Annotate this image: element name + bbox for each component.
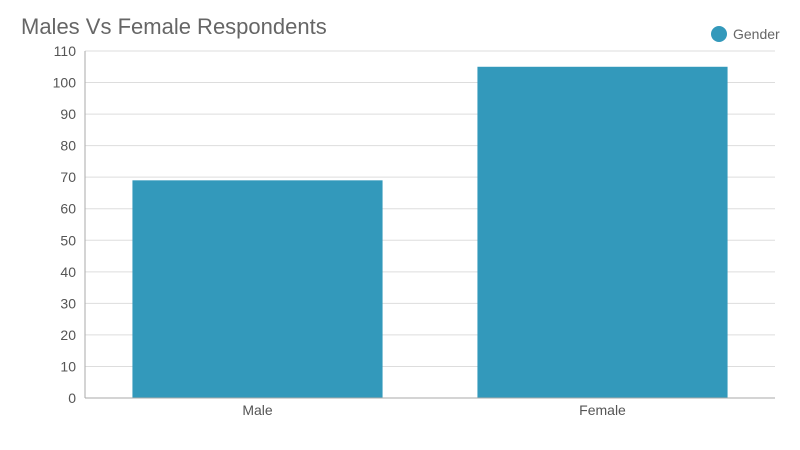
y-tick-label: 40 bbox=[60, 264, 76, 280]
x-tick-label: Male bbox=[242, 402, 273, 418]
y-tick-label: 0 bbox=[68, 390, 76, 406]
legend-label-gender: Gender bbox=[733, 26, 780, 42]
y-tick-label: 30 bbox=[60, 295, 76, 311]
legend-marker-gender bbox=[711, 26, 727, 42]
y-tick-label: 70 bbox=[60, 169, 76, 185]
legend[interactable]: Gender bbox=[711, 26, 780, 42]
bar-male[interactable] bbox=[132, 180, 383, 398]
y-tick-label: 60 bbox=[60, 201, 76, 217]
bar-female[interactable] bbox=[477, 66, 728, 398]
y-tick-label: 10 bbox=[60, 358, 76, 374]
y-axis-ticks: 0 10 20 30 40 50 60 70 80 90 100 110 bbox=[53, 43, 77, 406]
x-tick-label: Female bbox=[579, 402, 626, 418]
y-tick-label: 50 bbox=[60, 232, 76, 248]
y-tick-label: 100 bbox=[53, 75, 77, 91]
y-tick-label: 80 bbox=[60, 138, 76, 154]
y-tick-label: 20 bbox=[60, 327, 76, 343]
chart-title: Males Vs Female Respondents bbox=[21, 14, 327, 39]
y-tick-label: 110 bbox=[54, 43, 77, 59]
x-axis-ticks: Male Female bbox=[242, 402, 626, 418]
bars bbox=[132, 66, 728, 398]
y-tick-label: 90 bbox=[60, 106, 76, 122]
